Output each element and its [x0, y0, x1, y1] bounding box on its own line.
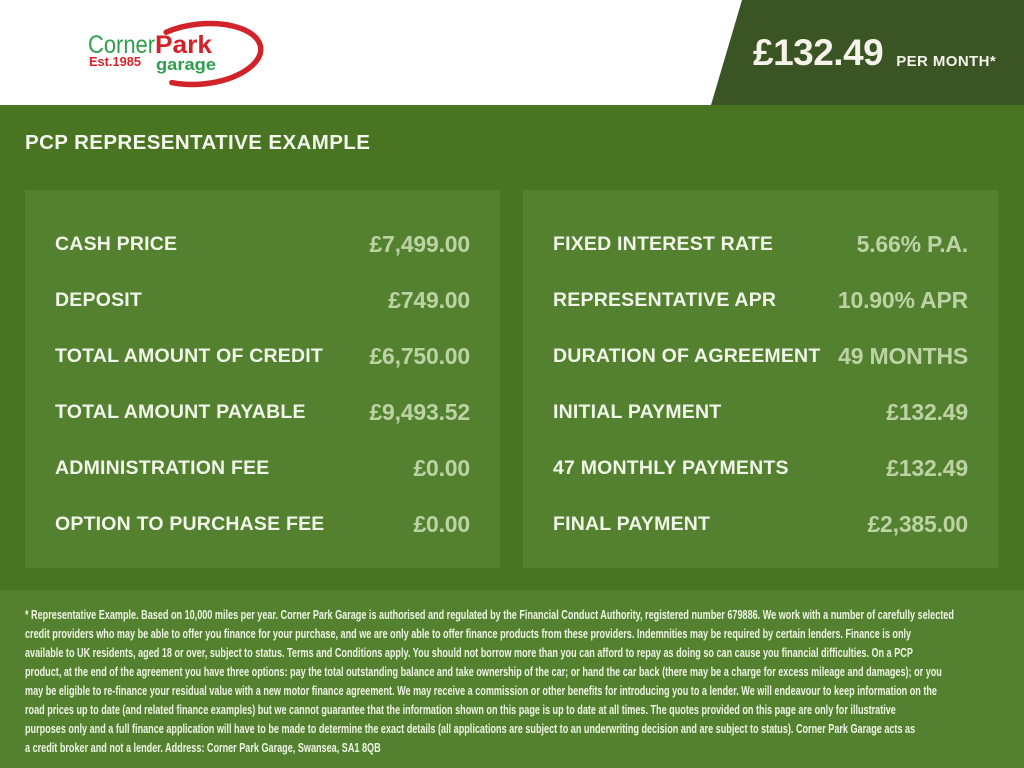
- price-banner: £132.49 PER MONTH*: [711, 0, 1024, 105]
- row-value: £132.49: [886, 398, 968, 425]
- disclaimer-line: * Representative Example. Based on 10,00…: [25, 607, 954, 622]
- row-label: ADMINISTRATION FEE: [55, 456, 270, 479]
- top-bar: Corner Park Est.1985 garage £132.49 PER …: [0, 0, 1024, 105]
- disclaimer-line: purposes only and a full finance applica…: [25, 721, 916, 736]
- finance-panel-left: CASH PRICE £7,499.00 DEPOSIT £749.00 TOT…: [25, 190, 500, 568]
- row-label: OPTION TO PURCHASE FEE: [55, 512, 325, 535]
- row-value: £132.49: [886, 454, 968, 481]
- row-representative-apr: REPRESENTATIVE APR 10.90% APR: [553, 272, 968, 328]
- disclaimer-line: may be eligible to re-finance your resid…: [25, 683, 937, 698]
- logo-text-established: Est.1985: [89, 54, 141, 69]
- disclaimer-line: available to UK residents, aged 18 or ov…: [25, 645, 913, 660]
- row-duration-of-agreement: DURATION OF AGREEMENT 49 MONTHS: [553, 328, 968, 384]
- row-label: TOTAL AMOUNT PAYABLE: [55, 400, 306, 423]
- logo-text-garage: garage: [156, 55, 216, 74]
- logo-text-park: Park: [155, 31, 212, 59]
- row-monthly-payments: 47 MONTHLY PAYMENTS £132.49: [553, 440, 968, 496]
- row-option-to-purchase-fee: OPTION TO PURCHASE FEE £0.00: [55, 496, 470, 552]
- page-title: PCP REPRESENTATIVE EXAMPLE: [25, 131, 371, 154]
- row-label: CASH PRICE: [55, 232, 178, 255]
- row-value: £9,493.52: [369, 398, 470, 425]
- monthly-price: £132.49: [753, 31, 884, 73]
- row-label: DEPOSIT: [55, 288, 142, 311]
- disclaimer-line: a credit broker and not a lender. Addres…: [25, 740, 381, 755]
- row-label: 47 MONTHLY PAYMENTS: [553, 456, 789, 479]
- row-label: REPRESENTATIVE APR: [553, 288, 777, 311]
- row-total-amount-of-credit: TOTAL AMOUNT OF CREDIT £6,750.00: [55, 328, 470, 384]
- logo-text-corner: Corner: [88, 31, 155, 59]
- disclaimer: * Representative Example. Based on 10,00…: [0, 590, 1024, 768]
- row-value: £6,750.00: [369, 342, 470, 369]
- row-value: £7,499.00: [369, 230, 470, 257]
- corner-park-garage-logo: Corner Park Est.1985 garage: [88, 20, 264, 88]
- logo-swoosh-icon: [138, 20, 264, 88]
- disclaimer-line: road prices up to date (and related fina…: [25, 702, 896, 717]
- row-fixed-interest-rate: FIXED INTEREST RATE 5.66% P.A.: [553, 216, 968, 272]
- row-label: FIXED INTEREST RATE: [553, 232, 774, 255]
- row-value: 10.90% APR: [837, 286, 968, 313]
- row-label: FINAL PAYMENT: [553, 512, 711, 535]
- row-deposit: DEPOSIT £749.00: [55, 272, 470, 328]
- row-initial-payment: INITIAL PAYMENT £132.49: [553, 384, 968, 440]
- row-administration-fee: ADMINISTRATION FEE £0.00: [55, 440, 470, 496]
- disclaimer-line: credit providers who may be able to offe…: [25, 626, 912, 641]
- monthly-price-period: PER MONTH*: [896, 52, 997, 70]
- row-value: £0.00: [413, 454, 470, 481]
- row-cash-price: CASH PRICE £7,499.00: [55, 216, 470, 272]
- row-label: TOTAL AMOUNT OF CREDIT: [55, 344, 323, 367]
- row-label: DURATION OF AGREEMENT: [553, 344, 821, 367]
- row-final-payment: FINAL PAYMENT £2,385.00: [553, 496, 968, 552]
- row-value: £2,385.00: [867, 510, 968, 537]
- row-total-amount-payable: TOTAL AMOUNT PAYABLE £9,493.52: [55, 384, 470, 440]
- finance-panel-right: FIXED INTEREST RATE 5.66% P.A. REPRESENT…: [523, 190, 998, 568]
- row-value: £0.00: [413, 510, 470, 537]
- row-value: £749.00: [388, 286, 470, 313]
- row-label: INITIAL PAYMENT: [553, 400, 722, 423]
- finance-example-section: PCP REPRESENTATIVE EXAMPLE CASH PRICE £7…: [0, 105, 1024, 768]
- disclaimer-line: product, at the end of the agreement you…: [25, 664, 942, 679]
- row-value: 49 MONTHS: [838, 342, 968, 369]
- row-value: 5.66% P.A.: [856, 230, 969, 257]
